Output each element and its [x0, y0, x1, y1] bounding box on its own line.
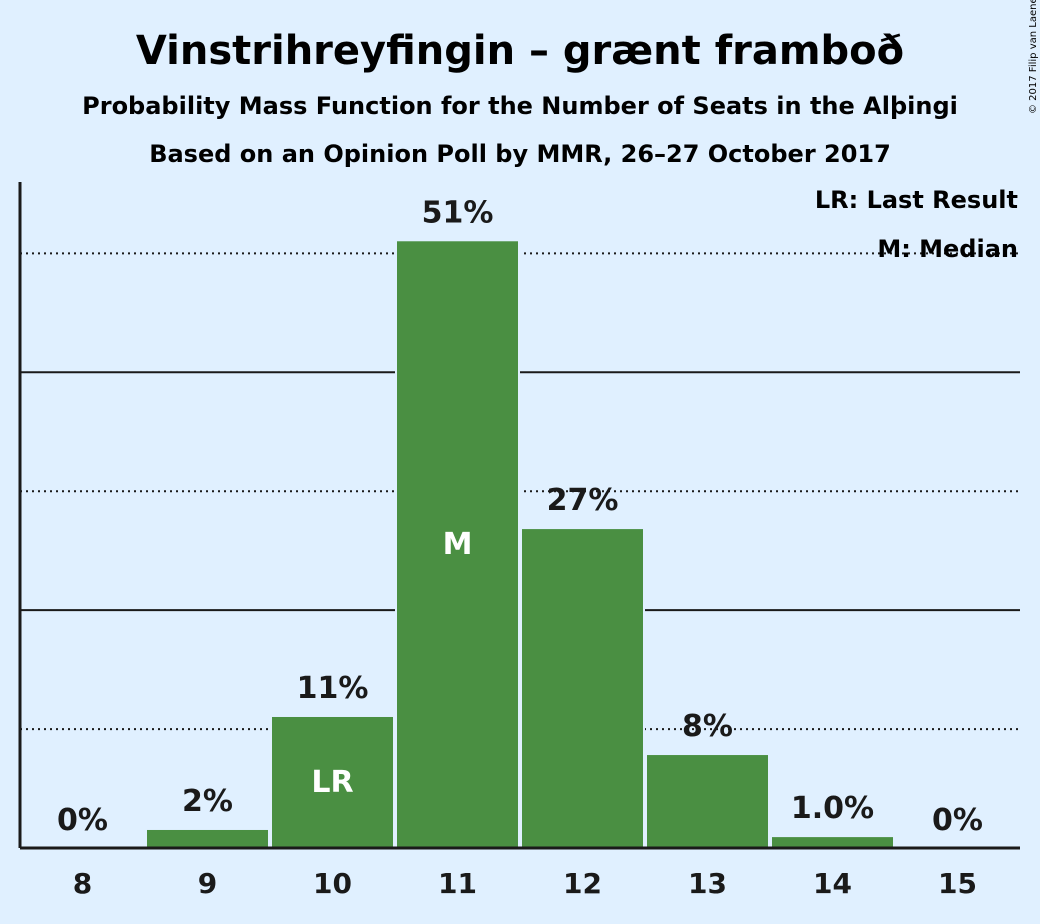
copyright-notice: © 2017 Filip van Laenen — [1028, 0, 1039, 114]
data-label-10: 11% — [297, 671, 369, 706]
bar-9 — [145, 827, 270, 850]
bar-12 — [520, 527, 645, 849]
x-tick-15: 15 — [938, 867, 977, 900]
data-label-12: 27% — [547, 483, 619, 518]
bars-layer — [145, 239, 895, 850]
data-label-15: 0% — [932, 803, 983, 838]
labels-layer: 0% 8 2% 9 11% LR 10 51% M 11 27% 12 8% 13 1.0% 14 0% 15 — [57, 195, 983, 900]
bar-11 — [395, 239, 520, 849]
bar-annotation-m: M — [443, 527, 473, 562]
x-tick-12: 12 — [563, 867, 602, 900]
x-tick-8: 8 — [73, 867, 92, 900]
bar-annotation-lr: LR — [311, 765, 353, 800]
x-tick-14: 14 — [813, 867, 852, 900]
data-label-11: 51% — [422, 195, 494, 230]
x-tick-9: 9 — [198, 867, 217, 900]
x-tick-13: 13 — [688, 867, 727, 900]
data-label-14: 1.0% — [791, 791, 874, 826]
data-label-13: 8% — [682, 709, 733, 744]
x-tick-10: 10 — [313, 867, 352, 900]
legend-median: M: Median — [877, 235, 1018, 263]
x-tick-11: 11 — [438, 867, 477, 900]
bar-10 — [270, 714, 395, 849]
data-label-8: 0% — [57, 803, 108, 838]
chart-subtitle: Probability Mass Function for the Number… — [82, 92, 958, 120]
bar-14 — [770, 835, 895, 849]
chart-title: Vinstrihreyfingin – grænt framboð — [136, 28, 904, 74]
data-label-9: 2% — [182, 784, 233, 819]
legend-last-result: LR: Last Result — [815, 186, 1018, 214]
bar-13 — [645, 753, 770, 850]
chart-source: Based on an Opinion Poll by MMR, 26–27 O… — [149, 140, 891, 168]
